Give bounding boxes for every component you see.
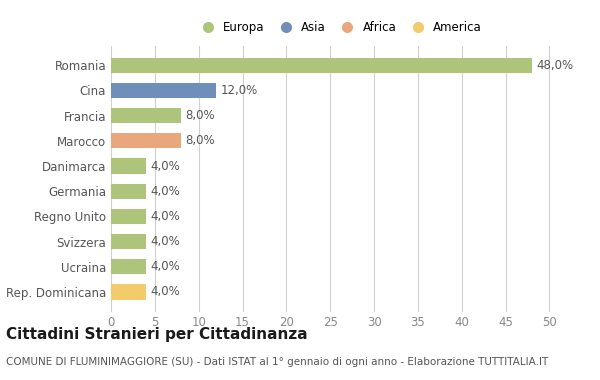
- Text: Cittadini Stranieri per Cittadinanza: Cittadini Stranieri per Cittadinanza: [6, 327, 308, 342]
- Bar: [111, 234, 146, 249]
- Bar: [111, 184, 146, 199]
- Text: 4,0%: 4,0%: [151, 285, 180, 298]
- Bar: [111, 284, 146, 299]
- Text: 8,0%: 8,0%: [185, 134, 215, 147]
- Text: 8,0%: 8,0%: [185, 109, 215, 122]
- Bar: [111, 158, 146, 174]
- Bar: [111, 83, 216, 98]
- Legend: Europa, Asia, Africa, America: Europa, Asia, Africa, America: [196, 21, 482, 34]
- Text: 4,0%: 4,0%: [151, 260, 180, 273]
- Bar: [111, 259, 146, 274]
- Bar: [111, 108, 181, 123]
- Text: 4,0%: 4,0%: [151, 235, 180, 248]
- Text: 4,0%: 4,0%: [151, 210, 180, 223]
- Text: 4,0%: 4,0%: [151, 160, 180, 173]
- Bar: [111, 209, 146, 224]
- Text: 12,0%: 12,0%: [221, 84, 258, 97]
- Text: COMUNE DI FLUMINIMAGGIORE (SU) - Dati ISTAT al 1° gennaio di ogni anno - Elabora: COMUNE DI FLUMINIMAGGIORE (SU) - Dati IS…: [6, 357, 548, 367]
- Text: 48,0%: 48,0%: [536, 59, 574, 72]
- Bar: [111, 58, 532, 73]
- Text: 4,0%: 4,0%: [151, 185, 180, 198]
- Bar: [111, 133, 181, 148]
